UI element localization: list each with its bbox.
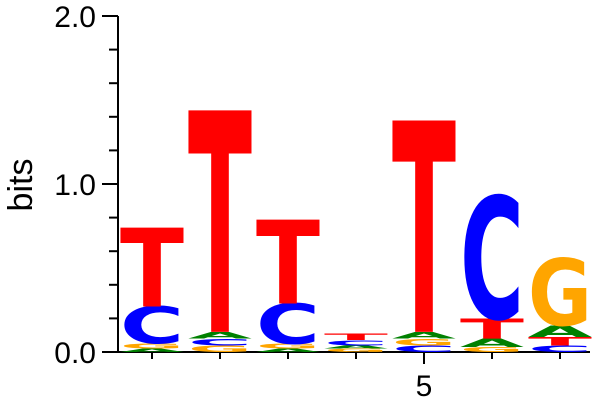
logo-letter-g: G [256, 342, 320, 350]
logo-letter-glyph: G [120, 342, 184, 350]
logo-letter-a: A [256, 348, 321, 353]
logo-letter-a: A [392, 330, 457, 341]
logo-letter-glyph: G [188, 344, 252, 355]
logo-letter-glyph: G [324, 348, 388, 353]
logo-letter-glyph: G [256, 342, 320, 350]
logo-letter-c: C [188, 337, 252, 348]
logo-letter-glyph: A [120, 348, 185, 353]
logo-letter-c: C [256, 293, 320, 357]
logo-letter-g: G [460, 346, 524, 354]
logo-letter-t: T [188, 51, 252, 402]
logo-letter-glyph: C [188, 337, 252, 348]
logo-letter-glyph: C [120, 297, 184, 356]
logo-letter-glyph: C [256, 293, 320, 357]
logo-letter-glyph: T [392, 63, 456, 401]
logo-letter-g: G [528, 241, 592, 348]
logo-letter-glyph: T [324, 332, 389, 343]
logo-letter-a: A [528, 322, 592, 341]
y-tick-label: 0.0 [54, 337, 96, 370]
logo-letter-glyph: A [528, 322, 592, 341]
logo-letter-glyph: A [392, 330, 457, 341]
logo-letter-c: C [324, 339, 388, 347]
logo-letter-t: T [324, 332, 389, 343]
logo-letter-t: T [120, 206, 184, 332]
logo-letter-glyph: G [460, 346, 524, 354]
logo-letter-glyph: A [256, 348, 321, 353]
logo-letter-glyph: A [324, 344, 389, 349]
logo-letter-c: C [528, 343, 592, 354]
logo-letter-a: A [324, 344, 389, 349]
logo-letter-glyph: T [188, 51, 252, 402]
logo-letter-glyph: T [460, 313, 524, 345]
logo-letter-t: T [392, 63, 456, 401]
y-tick-label: 1.0 [54, 169, 96, 202]
logo-letter-g: G [120, 342, 184, 350]
logo-letter-c: C [392, 343, 456, 354]
logo-letter-glyph: T [528, 335, 593, 348]
logo-letter-a: A [120, 348, 185, 353]
logo-letter-glyph: C [460, 163, 524, 359]
logo-letter-glyph: G [528, 241, 592, 348]
logo-letter-g: G [392, 337, 456, 348]
logo-letter-glyph: T [256, 197, 320, 331]
logo-letter-glyph: T [120, 206, 184, 332]
logo-letter-c: C [120, 297, 184, 356]
logo-letter-g: G [188, 344, 252, 355]
logo-letter-a: A [460, 336, 524, 349]
logo-letter-a: A [188, 330, 253, 341]
logo-letter-t: T [460, 313, 524, 345]
logo-letter-t: T [256, 197, 320, 331]
logo-letter-glyph: G [392, 337, 456, 348]
logo-letter-glyph: C [528, 343, 592, 354]
logo-letter-glyph: A [188, 330, 253, 341]
y-tick-label: 2.0 [54, 1, 96, 34]
logo-letter-glyph: C [392, 343, 456, 354]
logo-letter-g: G [324, 348, 388, 353]
logo-letter-glyph: A [460, 336, 524, 349]
axes: 0.0 1.0 2.0 5 [54, 1, 590, 402]
logo-letter-glyph: C [324, 339, 388, 347]
y-axis-label: bits [2, 159, 40, 212]
logo-letter-c: C [460, 163, 524, 359]
x-tick-label: 5 [416, 370, 433, 402]
logo-letter-t: T [528, 335, 593, 348]
